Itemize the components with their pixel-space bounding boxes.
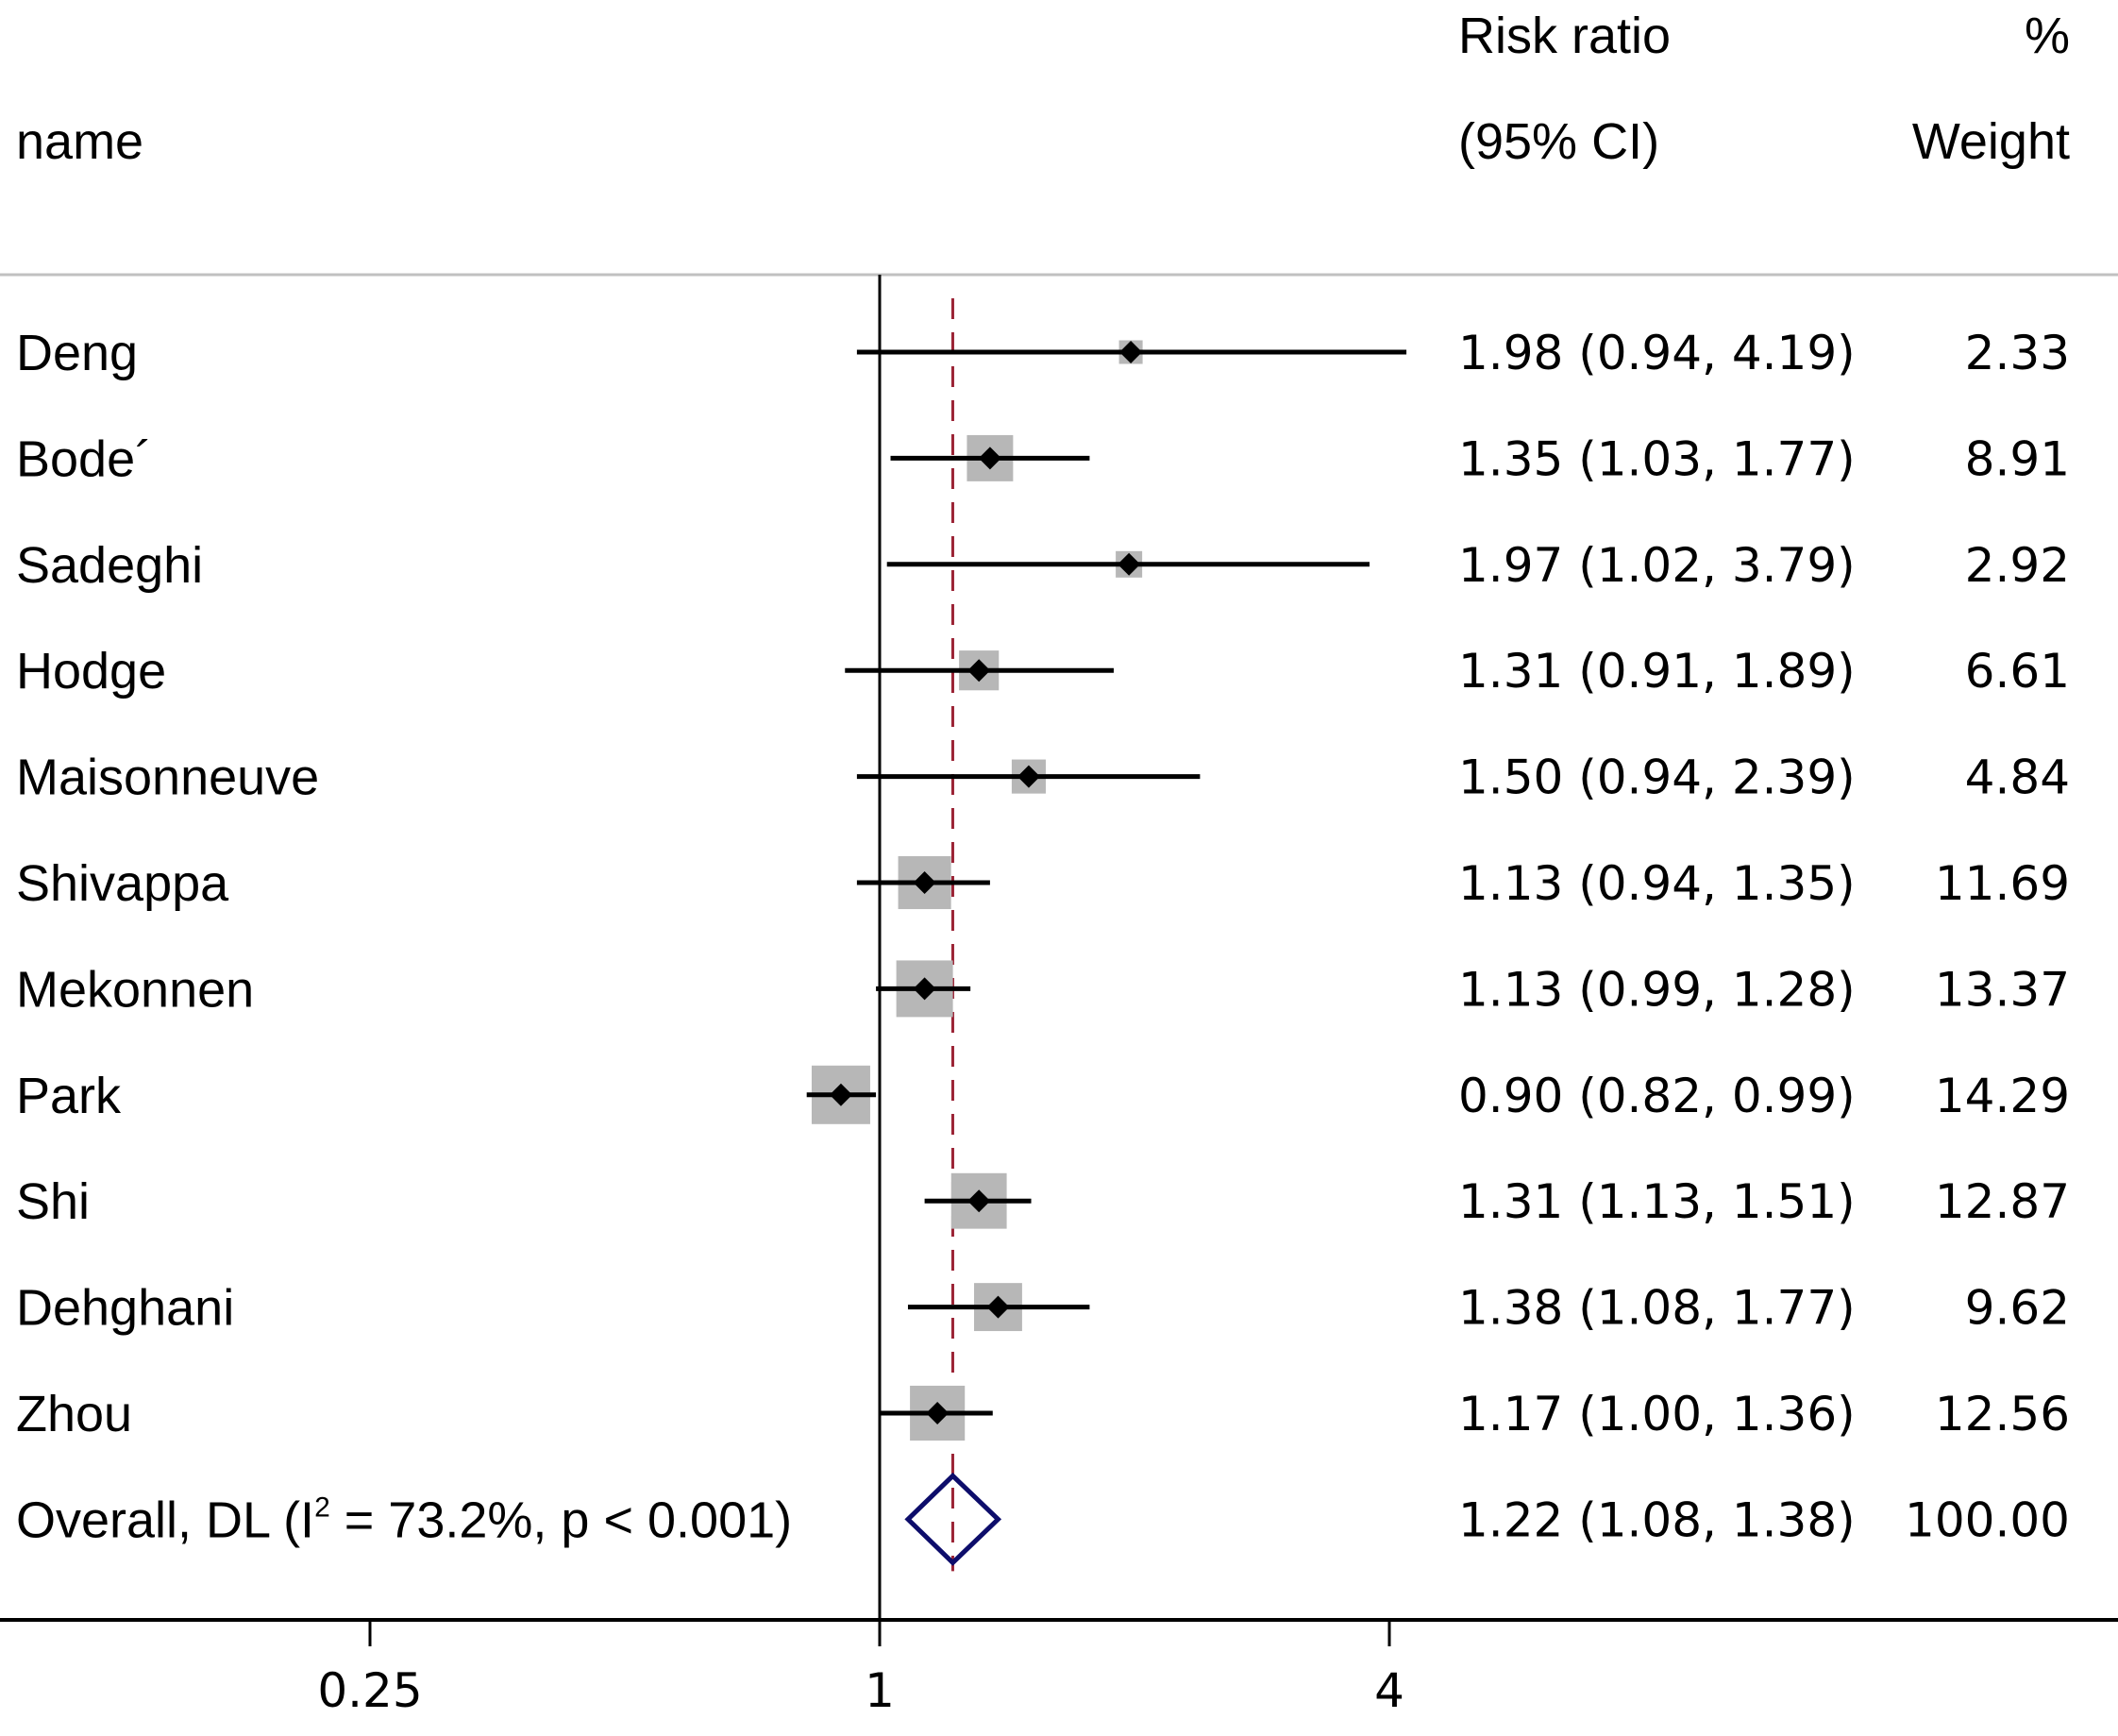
weight-text: 12.56 [1935,1387,2070,1441]
point-estimate [967,659,991,683]
effect-ci-text: 0.90 (0.82, 0.99) [1458,1069,1856,1123]
weight-text: 14.29 [1935,1069,2070,1123]
x-tick-label: 4 [1374,1663,1404,1718]
study-row: Mekonnen 1.13 (0.99, 1.28) 13.37 [16,960,2070,1018]
weight-text: 12.87 [1935,1174,2070,1229]
x-tick-label: 1 [865,1663,895,1718]
study-name: Hodge [16,643,166,699]
effect-ci-text: 1.17 (1.00, 1.36) [1458,1387,1856,1441]
point-estimate [967,1189,991,1213]
study-name: Sadeghi [16,537,203,594]
point-estimate [1119,341,1143,363]
overall-diamond [904,1472,1002,1566]
study-name: Dehghani [16,1280,234,1337]
effect-ci-text: 1.50 (0.94, 2.39) [1458,750,1856,805]
weight-text: 13.37 [1935,962,2070,1017]
point-estimate [978,447,1001,470]
overall-ci-text: 1.22 (1.08, 1.38) [1458,1492,1856,1547]
study-row: Maisonneuve 1.50 (0.94, 2.39) 4.84 [16,750,2070,806]
effect-ci-text: 1.35 (1.03, 1.77) [1458,431,1856,486]
effect-ci-text: 1.13 (0.99, 1.28) [1458,962,1856,1017]
study-name: Park [16,1068,122,1124]
point-estimate [913,977,936,1001]
effect-ci-text: 1.97 (1.02, 3.79) [1458,538,1856,593]
weight-text: 9.62 [1965,1281,2070,1336]
study-row: Deng 1.98 (0.94, 4.19) 2.33 [16,325,2070,381]
weight-text: 11.69 [1935,856,2070,911]
weight-text: 2.33 [1965,326,2070,380]
study-name: Bode´ [16,430,152,487]
header-weight-line2: Weight [1912,113,2070,170]
study-row: Sadeghi 1.97 (1.02, 3.79) 2.92 [16,537,2070,594]
overall-row: Overall, DL (I2 = 73.2%, p < 0.001) 1.22 … [16,1472,2070,1566]
header-name: name [16,113,143,170]
x-tick-label: 0.25 [317,1663,422,1718]
effect-ci-text: 1.31 (0.91, 1.89) [1458,644,1856,699]
study-name: Deng [16,325,138,381]
study-row: Zhou 1.17 (1.00, 1.36) 12.56 [16,1385,2070,1442]
header-effect-line1: Risk ratio [1458,8,1671,64]
effect-ci-text: 1.31 (1.13, 1.51) [1458,1174,1856,1229]
weight-text: 6.61 [1965,644,2070,699]
study-name: Mekonnen [16,961,254,1018]
study-name: Zhou [16,1386,132,1442]
study-row: Shi 1.31 (1.13, 1.51) 12.87 [16,1172,2070,1230]
overall-label: Overall, DL (I2 = 73.2%, p < 0.001) [16,1492,792,1548]
plot-area [878,275,954,1620]
point-estimate [1118,552,1141,576]
study-name: Maisonneuve [16,750,319,806]
point-estimate [913,871,936,894]
study-row: Hodge 1.31 (0.91, 1.89) 6.61 [16,643,2070,699]
study-row: Dehghani 1.38 (1.08, 1.77) 9.62 [16,1280,2070,1337]
point-estimate [1017,765,1040,788]
x-axis: 0.25 1 4 [0,1618,2118,1718]
study-rows: Deng 1.98 (0.94, 4.19) 2.33 Bode´ 1.35 (1.03… [16,325,2070,1566]
header-effect-line2: (95% CI) [1458,113,1659,170]
header-weight-line1: % [2025,8,2070,64]
weight-text: 8.91 [1965,431,2070,486]
overall-label-prefix: Overall, DL (I [16,1492,314,1548]
study-name: Shi [16,1173,90,1230]
study-row: Bode´ 1.35 (1.03, 1.77) 8.91 [16,430,2070,487]
point-estimate [986,1295,1010,1319]
overall-label-suffix: = 73.2%, p < 0.001) [330,1492,792,1548]
effect-ci-text: 1.98 (0.94, 4.19) [1458,326,1856,380]
weight-text: 4.84 [1965,750,2070,805]
point-estimate [926,1402,950,1424]
weight-text: 2.92 [1965,538,2070,593]
study-row: Shivappa 1.13 (0.94, 1.35) 11.69 [16,855,2070,912]
point-estimate [829,1083,852,1106]
effect-ci-text: 1.38 (1.08, 1.77) [1458,1281,1856,1336]
overall-label-superscript: 2 [314,1492,330,1523]
study-row: Park 0.90 (0.82, 0.99) 14.29 [16,1065,2070,1124]
effect-ci-text: 1.13 (0.94, 1.35) [1458,856,1856,911]
overall-weight-text: 100.00 [1905,1492,2070,1547]
study-name: Shivappa [16,855,229,912]
